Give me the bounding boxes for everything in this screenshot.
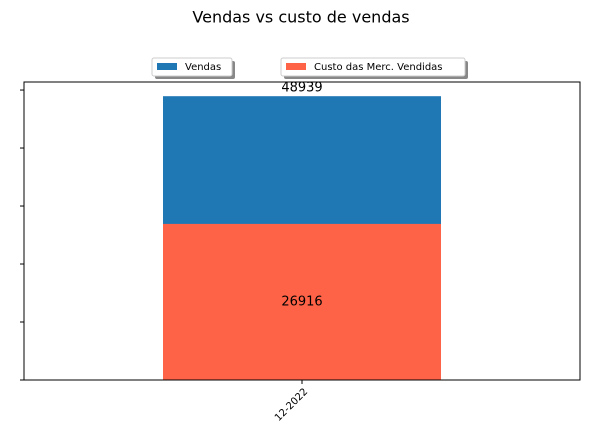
legend-swatch bbox=[157, 63, 177, 70]
data-label: 48939 bbox=[281, 81, 322, 96]
legend-swatch bbox=[286, 63, 306, 70]
data-label: 26916 bbox=[281, 294, 322, 309]
legend-box bbox=[280, 57, 466, 77]
legend-label: Vendas bbox=[185, 62, 221, 73]
legend-box bbox=[151, 57, 233, 77]
bar bbox=[163, 223, 441, 380]
chart-title: Vendas vs custo de vendas bbox=[192, 8, 409, 27]
legend-label: Custo das Merc. Vendidas bbox=[314, 62, 443, 73]
plot-frame bbox=[23, 81, 581, 381]
